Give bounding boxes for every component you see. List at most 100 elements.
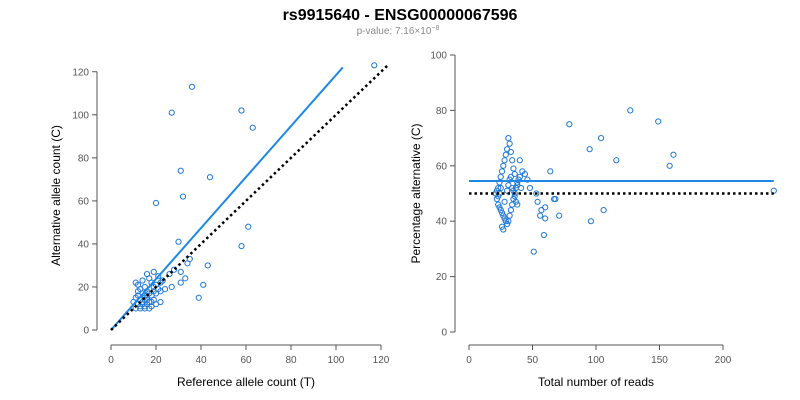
data-point xyxy=(155,273,162,280)
fit-line xyxy=(110,66,344,331)
x-tick-label: 80 xyxy=(285,355,297,366)
data-point xyxy=(504,146,511,153)
data-point xyxy=(655,118,662,125)
y-tick-label: 60 xyxy=(78,196,90,207)
y-axis-label: Percentage alternative (C) xyxy=(409,123,423,263)
y-tick-label: 60 xyxy=(436,161,448,172)
data-point xyxy=(188,83,196,90)
data-point xyxy=(139,301,146,308)
data-point xyxy=(500,162,507,169)
y-axis-label: Alternative allele count (C) xyxy=(49,125,63,266)
data-point xyxy=(134,288,142,295)
chart-subtitle: p-value: 7.16×10−8 xyxy=(357,25,440,37)
data-point xyxy=(168,283,175,291)
data-point xyxy=(526,184,534,192)
data-point xyxy=(146,305,153,312)
x-tick-label: 120 xyxy=(373,355,390,366)
data-point xyxy=(540,231,548,239)
data-point xyxy=(238,107,245,114)
y-tick-label: 40 xyxy=(78,239,90,250)
y-tick-label: 40 xyxy=(436,217,448,228)
data-point xyxy=(200,281,207,288)
data-point xyxy=(516,173,523,180)
data-point xyxy=(670,151,677,158)
left-scatter-panel: 0 20 40 60 80 100 120 0 20 40 60 80 100 120 Reference … xyxy=(49,62,390,389)
x-tick-label: 50 xyxy=(527,355,539,366)
data-point xyxy=(552,195,559,203)
data-point xyxy=(245,223,252,230)
data-point xyxy=(177,167,184,174)
x-tick-label: 60 xyxy=(240,355,252,366)
data-point xyxy=(542,215,549,222)
y-tick-label: 80 xyxy=(436,106,448,117)
data-point xyxy=(177,279,184,286)
data-point xyxy=(547,168,554,175)
data-point xyxy=(505,218,512,225)
x-axis-label: Total number of reads xyxy=(538,375,654,389)
data-point xyxy=(150,268,157,275)
data-point xyxy=(166,270,173,278)
data-point xyxy=(157,298,164,306)
reference-line xyxy=(110,64,389,331)
data-point xyxy=(168,109,175,116)
data-point xyxy=(157,279,164,286)
data-point xyxy=(139,277,146,284)
data-point xyxy=(498,168,506,175)
data-point xyxy=(179,193,187,200)
y-tick-label: 80 xyxy=(78,153,90,164)
data-point xyxy=(514,182,521,189)
data-point xyxy=(497,184,504,192)
x-tick-label: 100 xyxy=(328,355,345,366)
data-point xyxy=(506,212,513,219)
data-point xyxy=(530,248,537,255)
data-point xyxy=(507,207,515,214)
data-point xyxy=(505,135,512,142)
data-point xyxy=(516,157,523,164)
y-tick-label: 0 xyxy=(441,328,447,339)
data-point xyxy=(184,260,191,267)
data-point xyxy=(501,198,508,205)
y-tick-label: 100 xyxy=(430,51,447,62)
x-tick-label: 0 xyxy=(466,355,472,366)
data-point xyxy=(504,187,511,194)
data-point xyxy=(371,62,378,69)
x-tick-label: 200 xyxy=(715,355,732,366)
data-point xyxy=(627,107,634,114)
data-point xyxy=(206,174,214,181)
data-point xyxy=(501,157,508,164)
data-point xyxy=(509,157,516,164)
x-tick-label: 0 xyxy=(108,355,114,366)
data-point xyxy=(666,162,673,169)
data-point xyxy=(507,173,515,180)
data-point xyxy=(533,190,540,197)
chart-title: rs9915640 - ENSG00000067596 xyxy=(283,7,518,24)
data-point xyxy=(524,176,531,183)
data-point xyxy=(556,212,563,219)
data-point xyxy=(152,199,160,207)
data-point xyxy=(597,135,605,142)
data-point xyxy=(587,218,595,225)
data-point xyxy=(521,171,528,178)
data-point xyxy=(195,294,202,301)
data-point xyxy=(170,266,178,273)
y-tick-label: 120 xyxy=(72,67,89,78)
data-point xyxy=(566,121,573,128)
data-point xyxy=(510,165,517,172)
data-point xyxy=(496,179,503,186)
data-point xyxy=(157,288,164,295)
p-value-text: p-value: 7.16×10 xyxy=(357,26,432,37)
p-value-exponent: −8 xyxy=(431,25,439,32)
y-tick-label: 100 xyxy=(72,110,89,121)
data-point xyxy=(204,262,211,269)
data-point xyxy=(249,124,256,131)
data-point xyxy=(600,207,607,214)
x-tick-label: 20 xyxy=(150,355,162,366)
x-axis-label: Reference allele count (T) xyxy=(177,375,315,389)
x-tick-label: 150 xyxy=(651,355,668,366)
y-tick-label: 20 xyxy=(436,272,448,283)
x-tick-label: 40 xyxy=(195,355,207,366)
data-point xyxy=(538,207,545,214)
data-point xyxy=(182,275,189,282)
data-point xyxy=(497,173,504,180)
